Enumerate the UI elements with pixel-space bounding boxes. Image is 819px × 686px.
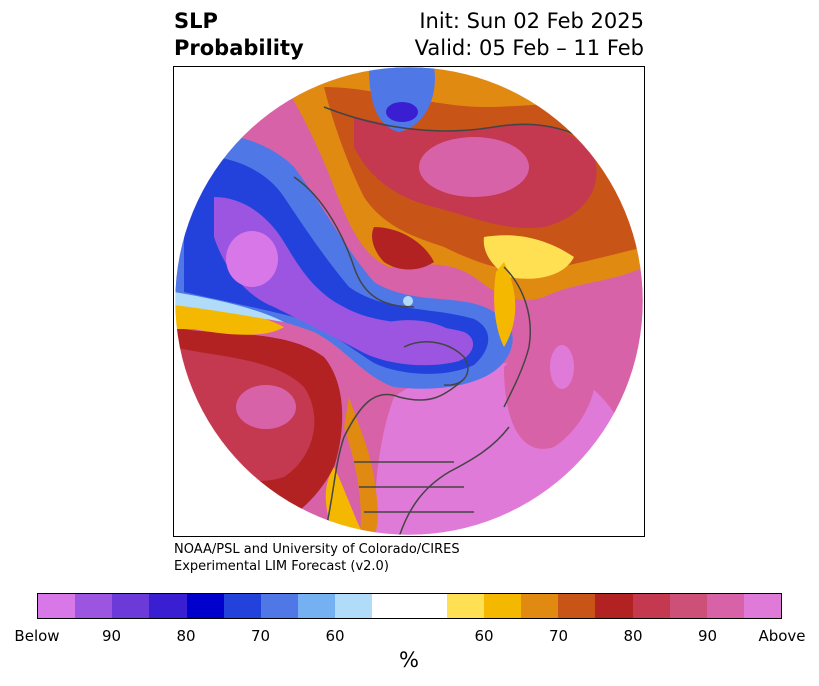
colorbar-segment bbox=[75, 594, 113, 618]
colorbar-segment bbox=[186, 594, 224, 618]
colorbar-tick-label: 90 bbox=[697, 627, 718, 645]
title-variable: SLP bbox=[174, 9, 218, 33]
field-below-pale bbox=[175, 292, 284, 322]
valid-range: Valid: 05 Feb – 11 Feb bbox=[414, 36, 644, 60]
colorbar-segment bbox=[260, 594, 299, 618]
init-date: Init: Sun 02 Feb 2025 bbox=[419, 9, 644, 33]
colorbar-segment bbox=[669, 594, 707, 618]
credit-text: NOAA/PSL and University of Colorado/CIRE… bbox=[174, 541, 460, 575]
colorbar-segment bbox=[706, 594, 744, 618]
colorbar-segment bbox=[743, 594, 782, 618]
coast-north-america-west bbox=[323, 378, 465, 535]
field-north-below bbox=[369, 67, 435, 132]
coast-europe bbox=[503, 266, 531, 408]
colorbar-segment bbox=[558, 594, 596, 618]
credit-line-2: Experimental LIM Forecast (v2.0) bbox=[174, 559, 389, 574]
colorbar-segment bbox=[595, 594, 633, 618]
colorbar-segment bbox=[38, 594, 76, 618]
credit-line-1: NOAA/PSL and University of Colorado/CIRE… bbox=[174, 542, 460, 557]
field-pacific-core bbox=[236, 385, 296, 429]
field-arctic-pink bbox=[419, 137, 529, 197]
colorbar-segment bbox=[298, 594, 336, 618]
colorbar-segment bbox=[483, 594, 522, 618]
field-north-pole-dot bbox=[403, 296, 413, 306]
colorbar bbox=[37, 593, 782, 619]
field-europe-gold bbox=[494, 262, 516, 347]
map-disk-edge bbox=[174, 67, 644, 536]
field-canada-purple bbox=[385, 320, 459, 358]
colorbar-unit: % bbox=[399, 648, 419, 672]
coast-north-america-east bbox=[398, 426, 510, 535]
coast-greenland bbox=[403, 341, 469, 386]
map-panel bbox=[173, 66, 645, 537]
colorbar-tick-label: Above bbox=[758, 627, 806, 645]
colorbar-segment bbox=[149, 594, 187, 618]
colorbar-tick-label: 60 bbox=[325, 627, 345, 645]
colorbar-tick-label: Below bbox=[14, 627, 60, 645]
borders-us-states bbox=[354, 461, 474, 513]
field-below-violet bbox=[226, 231, 278, 287]
colorbar-segment bbox=[409, 594, 447, 618]
field-below-purple bbox=[214, 197, 474, 366]
colorbar-tick-label: 60 bbox=[474, 627, 494, 645]
colorbar-tick-label: 70 bbox=[548, 627, 569, 645]
coast-alaska-canada bbox=[293, 176, 415, 308]
colorbar-segment bbox=[223, 594, 261, 618]
coastlines bbox=[293, 106, 615, 535]
colorbar-tick-label: 70 bbox=[250, 627, 271, 645]
title-metric: Probability bbox=[174, 36, 304, 60]
colorbar-segment bbox=[521, 594, 559, 618]
field-north-below-core bbox=[386, 102, 418, 122]
colorbar-segment bbox=[112, 594, 150, 618]
chart-title-right: Init: Sun 02 Feb 2025 Valid: 05 Feb – 11… bbox=[415, 8, 644, 62]
colorbar-tick-label: 90 bbox=[101, 627, 122, 645]
colorbar-tick-label: 80 bbox=[176, 627, 196, 645]
probability-map bbox=[174, 67, 644, 536]
colorbar-segment bbox=[632, 594, 670, 618]
field-atlantic-spot bbox=[550, 345, 574, 389]
colorbar-segment bbox=[335, 594, 373, 618]
field-below-mid bbox=[184, 156, 489, 374]
colorbar-segment bbox=[372, 594, 410, 618]
colorbar-segment bbox=[446, 594, 484, 618]
colorbar-tick-label: 80 bbox=[623, 627, 643, 645]
field-westcoast-orange bbox=[344, 397, 378, 535]
field-arctic-red bbox=[372, 227, 434, 270]
chart-title-left: SLP Probability bbox=[174, 8, 304, 62]
field-westcoast-gold bbox=[325, 467, 364, 535]
